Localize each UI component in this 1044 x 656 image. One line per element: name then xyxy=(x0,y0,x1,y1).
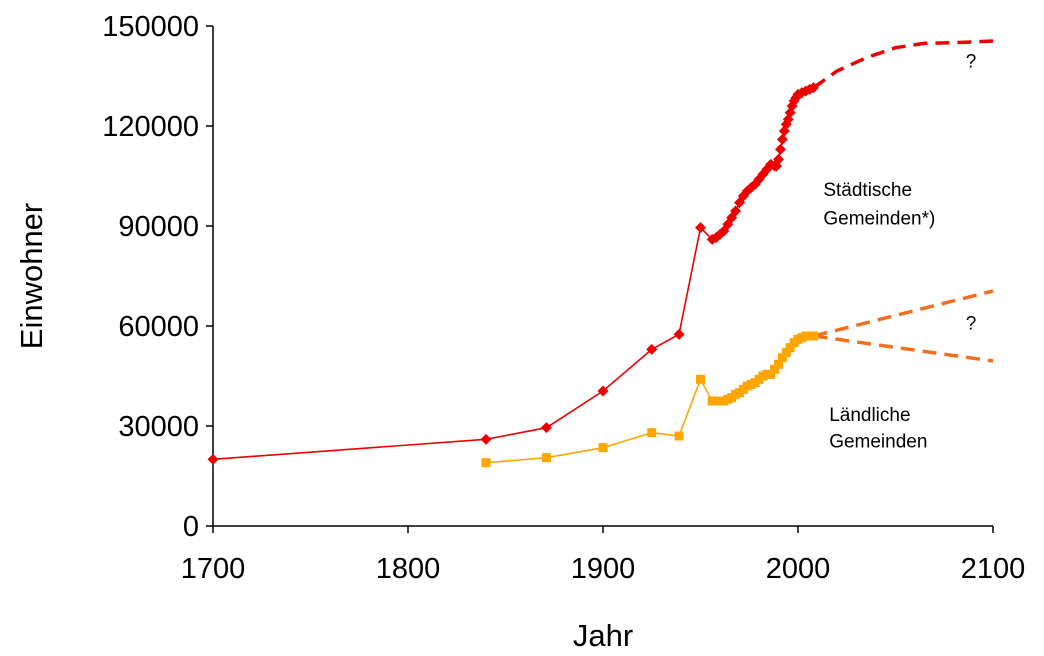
y-tick-label: 0 xyxy=(183,511,199,543)
data-point-urban xyxy=(673,328,685,340)
data-point-urban xyxy=(480,433,492,445)
projection-line-urban xyxy=(812,39,994,90)
annotation-line: ? xyxy=(966,313,977,334)
annotation-line: Gemeinden*) xyxy=(823,208,935,229)
y-tick-label: 30000 xyxy=(118,411,199,443)
x-axis-title: Jahr xyxy=(573,618,633,653)
y-tick-label: 120000 xyxy=(102,111,199,143)
x-tick-label: 1700 xyxy=(181,553,246,585)
data-point-urban xyxy=(774,143,786,155)
data-point-rural xyxy=(777,353,787,363)
data-point-urban xyxy=(773,153,784,165)
annotation-label: Städtische Gemeinden*) xyxy=(823,180,935,229)
y-axis-ticks: 0 30000 60000 90000 120000 150000 xyxy=(102,11,213,543)
data-point-rural xyxy=(766,369,776,379)
data-point-rural xyxy=(785,343,795,353)
plot-area: 0 30000 60000 90000 120000 150000 1700 1800 190… xyxy=(102,11,1025,585)
annotation-line: Gemeinden xyxy=(829,432,927,453)
data-series xyxy=(207,82,820,468)
data-point-urban xyxy=(207,453,219,465)
data-point-urban xyxy=(646,343,658,355)
y-axis-title: Einwohner xyxy=(14,203,49,349)
annotation-label: ? xyxy=(966,52,977,73)
annotation-line: ? xyxy=(966,52,977,73)
data-point-rural xyxy=(598,443,608,453)
data-point-urban xyxy=(597,385,609,397)
y-tick-label: 90000 xyxy=(118,211,199,243)
data-point-rural xyxy=(674,431,684,441)
data-point-rural xyxy=(774,359,783,369)
data-point-rural xyxy=(541,453,551,463)
data-point-rural xyxy=(770,364,780,374)
projection-lines xyxy=(812,39,994,363)
projection-line-rural-projection xyxy=(813,334,994,363)
x-tick-label: 1900 xyxy=(571,553,636,585)
annotation-line: Städtische xyxy=(823,180,912,201)
data-point-urban xyxy=(695,222,706,234)
annotation-label: ? xyxy=(966,313,977,334)
y-tick-label: 150000 xyxy=(102,11,199,43)
annotation-line: Ländliche xyxy=(829,405,910,426)
data-point-urban xyxy=(808,82,820,94)
x-tick-label: 2100 xyxy=(961,553,1026,585)
series-rural xyxy=(481,331,819,468)
projection-line-rural-projection xyxy=(813,289,994,338)
series-urban xyxy=(207,82,820,465)
series-line-rural xyxy=(485,335,814,464)
x-axis-ticks: 1700 1800 1900 2000 2100 xyxy=(181,526,1026,585)
data-point-rural xyxy=(696,374,705,384)
data-point-rural xyxy=(809,331,819,341)
x-tick-label: 1800 xyxy=(376,553,441,585)
data-point-rural xyxy=(647,428,657,438)
data-point-rural xyxy=(481,458,491,468)
data-point-urban xyxy=(540,422,552,434)
annotation-label: Ländliche Gemeinden xyxy=(829,405,927,453)
x-tick-label: 2000 xyxy=(766,553,831,585)
data-point-urban xyxy=(730,205,742,217)
data-point-rural xyxy=(781,348,791,358)
annotations: Städtische Gemeinden*)?? Ländliche Gemeinde… xyxy=(823,52,976,453)
data-point-urban xyxy=(776,133,788,145)
y-tick-label: 60000 xyxy=(118,311,199,343)
